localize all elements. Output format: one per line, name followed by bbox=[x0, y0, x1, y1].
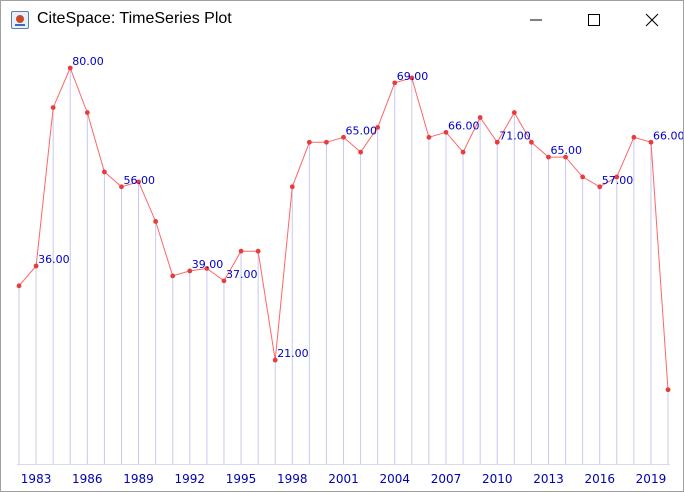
x-tick-label: 2010 bbox=[482, 472, 513, 486]
data-point bbox=[614, 174, 620, 180]
window-title: CiteSpace: TimeSeries Plot bbox=[37, 10, 232, 27]
data-point bbox=[597, 184, 603, 190]
value-label: 80.00 bbox=[72, 55, 104, 68]
data-point bbox=[648, 139, 654, 145]
x-tick-label: 1983 bbox=[21, 472, 52, 486]
data-point bbox=[50, 105, 56, 110]
x-tick-label: 2019 bbox=[636, 472, 667, 486]
data-point bbox=[494, 139, 500, 145]
data-markers bbox=[16, 65, 671, 393]
value-label: 56.00 bbox=[123, 174, 155, 187]
x-tick-label: 2007 bbox=[431, 472, 462, 486]
data-point bbox=[392, 80, 398, 86]
x-tick-label: 2001 bbox=[328, 472, 359, 486]
minimize-button[interactable] bbox=[513, 1, 559, 38]
value-label: 57.00 bbox=[602, 174, 634, 187]
data-point bbox=[306, 139, 312, 145]
data-point bbox=[546, 154, 551, 160]
x-tick-label: 2016 bbox=[584, 472, 615, 486]
value-label: 66.00 bbox=[448, 119, 480, 132]
data-point bbox=[102, 169, 107, 175]
value-label: 65.00 bbox=[346, 124, 378, 137]
data-point bbox=[136, 179, 141, 185]
data-point bbox=[238, 248, 244, 254]
data-point bbox=[665, 387, 671, 393]
x-tick-label: 2013 bbox=[533, 472, 564, 486]
data-point bbox=[33, 263, 39, 269]
data-point bbox=[580, 174, 586, 180]
data-point bbox=[221, 278, 227, 284]
data-point bbox=[631, 134, 637, 140]
x-tick-label: 1989 bbox=[123, 472, 154, 486]
x-tick-labels: 1983 1986 1989 1992 1995 1998 2001 2004 2007 2010… bbox=[21, 472, 666, 486]
data-point bbox=[511, 110, 517, 115]
data-point bbox=[426, 134, 432, 140]
data-point bbox=[375, 125, 381, 130]
data-point bbox=[67, 65, 73, 71]
x-tick-label: 1992 bbox=[175, 472, 206, 486]
data-point bbox=[358, 149, 363, 155]
value-label: 39.00 bbox=[192, 258, 224, 271]
data-point bbox=[324, 139, 329, 145]
data-point bbox=[16, 283, 22, 289]
x-tick-label: 1986 bbox=[72, 472, 103, 486]
data-point bbox=[187, 268, 193, 274]
close-button[interactable] bbox=[629, 1, 675, 38]
value-label: 21.00 bbox=[277, 347, 309, 360]
data-point bbox=[119, 184, 124, 190]
data-point bbox=[204, 266, 210, 271]
maximize-button[interactable] bbox=[571, 1, 617, 38]
value-label: 69.00 bbox=[397, 70, 429, 83]
data-point bbox=[477, 115, 483, 120]
title-bar[interactable]: CiteSpace: TimeSeries Plot bbox=[1, 1, 683, 38]
data-point bbox=[153, 219, 159, 224]
data-point bbox=[170, 273, 176, 279]
data-point bbox=[84, 110, 90, 115]
data-point bbox=[409, 75, 415, 81]
data-point bbox=[443, 129, 449, 135]
data-point bbox=[272, 357, 278, 363]
value-label: 66.00 bbox=[653, 129, 683, 142]
maximize-icon bbox=[588, 14, 600, 26]
data-point bbox=[289, 184, 295, 190]
value-label: 36.00 bbox=[38, 253, 70, 266]
x-tick-label: 1998 bbox=[277, 472, 308, 486]
data-point bbox=[341, 134, 346, 140]
value-label: 65.00 bbox=[550, 144, 582, 157]
data-point bbox=[529, 139, 534, 145]
drop-lines bbox=[18, 68, 669, 464]
value-label: 71.00 bbox=[499, 129, 531, 142]
x-tick-label: 2004 bbox=[379, 472, 410, 486]
minimize-icon bbox=[530, 19, 542, 21]
java-app-icon bbox=[11, 11, 29, 29]
data-point bbox=[255, 248, 261, 254]
x-tick-label: 1995 bbox=[226, 472, 257, 486]
data-point bbox=[563, 154, 568, 160]
close-icon bbox=[645, 13, 659, 27]
value-label: 37.00 bbox=[226, 268, 258, 281]
data-point bbox=[460, 149, 466, 155]
